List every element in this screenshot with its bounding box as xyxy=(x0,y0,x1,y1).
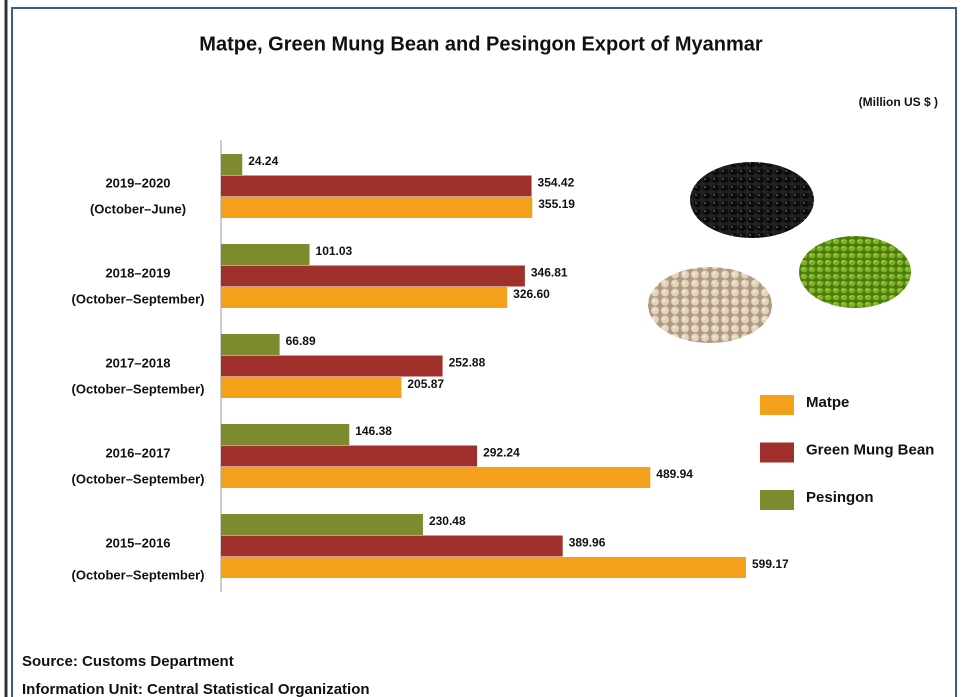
value-label: 205.87 xyxy=(407,377,444,391)
legend-label: Matpe xyxy=(806,394,849,411)
info-note: Information Unit: Central Statistical Or… xyxy=(22,681,370,697)
legend-swatch xyxy=(760,443,794,463)
bar xyxy=(221,424,349,445)
legend-label: Pesingon xyxy=(806,489,874,506)
bar xyxy=(221,154,242,175)
legend-label: Green Mung Bean xyxy=(806,441,934,458)
value-label: 101.03 xyxy=(316,244,353,258)
value-label: 355.19 xyxy=(538,197,575,211)
bar xyxy=(221,536,563,557)
pesingon-image xyxy=(648,267,772,343)
legend-swatch xyxy=(760,395,794,415)
bar xyxy=(221,557,746,578)
y-tick-label: 2015–2016 xyxy=(105,535,170,550)
bar xyxy=(221,467,650,488)
value-label: 292.24 xyxy=(483,445,520,459)
legend-swatch xyxy=(760,490,794,510)
bar xyxy=(221,356,443,377)
value-label: 252.88 xyxy=(449,355,486,369)
unit-label: (Million US $ ) xyxy=(859,95,938,109)
y-tick-label: (October–September) xyxy=(72,291,205,306)
value-label: 389.96 xyxy=(569,535,606,549)
green-beans-image xyxy=(799,236,911,308)
y-tick-label: (October–September) xyxy=(72,381,205,396)
value-label: 24.24 xyxy=(248,154,278,168)
y-tick-label: 2017–2018 xyxy=(105,355,170,370)
value-label: 326.60 xyxy=(513,287,550,301)
chart-title: Matpe, Green Mung Bean and Pesingon Expo… xyxy=(199,33,763,55)
bar xyxy=(221,377,401,398)
bar xyxy=(221,197,532,218)
bar xyxy=(221,176,532,197)
value-label: 599.17 xyxy=(752,557,789,571)
y-tick-label: (October–September) xyxy=(72,471,205,486)
y-tick-label: 2016–2017 xyxy=(105,445,170,460)
black-beans-image xyxy=(690,162,814,238)
value-label: 354.42 xyxy=(538,175,575,189)
source-note: Source: Customs Department xyxy=(22,653,234,670)
value-label: 66.89 xyxy=(286,334,316,348)
value-label: 346.81 xyxy=(531,265,568,279)
y-tick-label: (October–June) xyxy=(90,201,186,216)
y-tick-label: 2019–2020 xyxy=(105,175,170,190)
value-label: 146.38 xyxy=(355,424,392,438)
y-tick-label: (October–September) xyxy=(72,567,205,582)
bar xyxy=(221,514,423,535)
y-tick-label: 2018–2019 xyxy=(105,265,170,280)
value-label: 230.48 xyxy=(429,514,466,528)
bar xyxy=(221,287,507,308)
value-label: 489.94 xyxy=(656,467,693,481)
chart: Matpe, Green Mung Bean and Pesingon Expo… xyxy=(0,0,964,697)
bar xyxy=(221,266,525,287)
bar xyxy=(221,334,280,355)
bar xyxy=(221,446,477,467)
bar xyxy=(221,244,310,265)
background xyxy=(0,0,964,697)
